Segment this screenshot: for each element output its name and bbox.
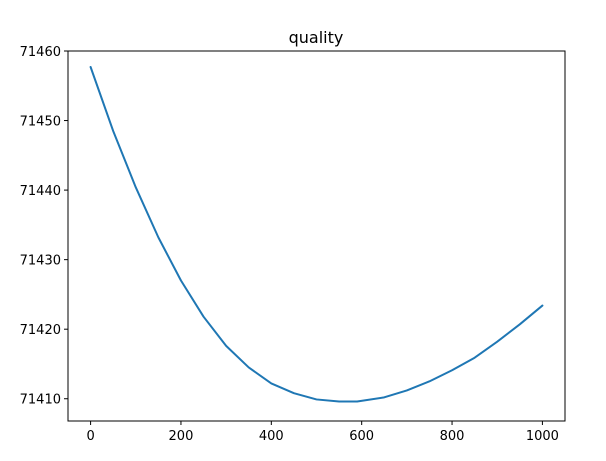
y-tick-label: 71460 [20,45,61,60]
x-tick-label: 1000 [526,429,559,444]
y-tick-label: 71420 [20,323,61,338]
x-tick-label: 400 [259,429,284,444]
x-tick-label: 200 [169,429,194,444]
x-tick-label: 0 [86,429,94,444]
y-tick-label: 71450 [20,115,61,130]
y-axis: 71410 71420 71430 71440 71450 71460 [20,45,68,408]
plot-frame [67,50,566,422]
x-tick-label: 600 [349,429,374,444]
y-tick-label: 71440 [20,184,61,199]
x-axis: 0 200 400 600 800 1000 [86,421,559,444]
series-line [89,66,544,403]
y-tick-label: 71410 [20,393,61,408]
x-tick-label: 800 [440,429,465,444]
series-layer [89,66,544,403]
chart-title: quality [289,28,344,47]
y-tick-label: 71430 [20,254,61,269]
